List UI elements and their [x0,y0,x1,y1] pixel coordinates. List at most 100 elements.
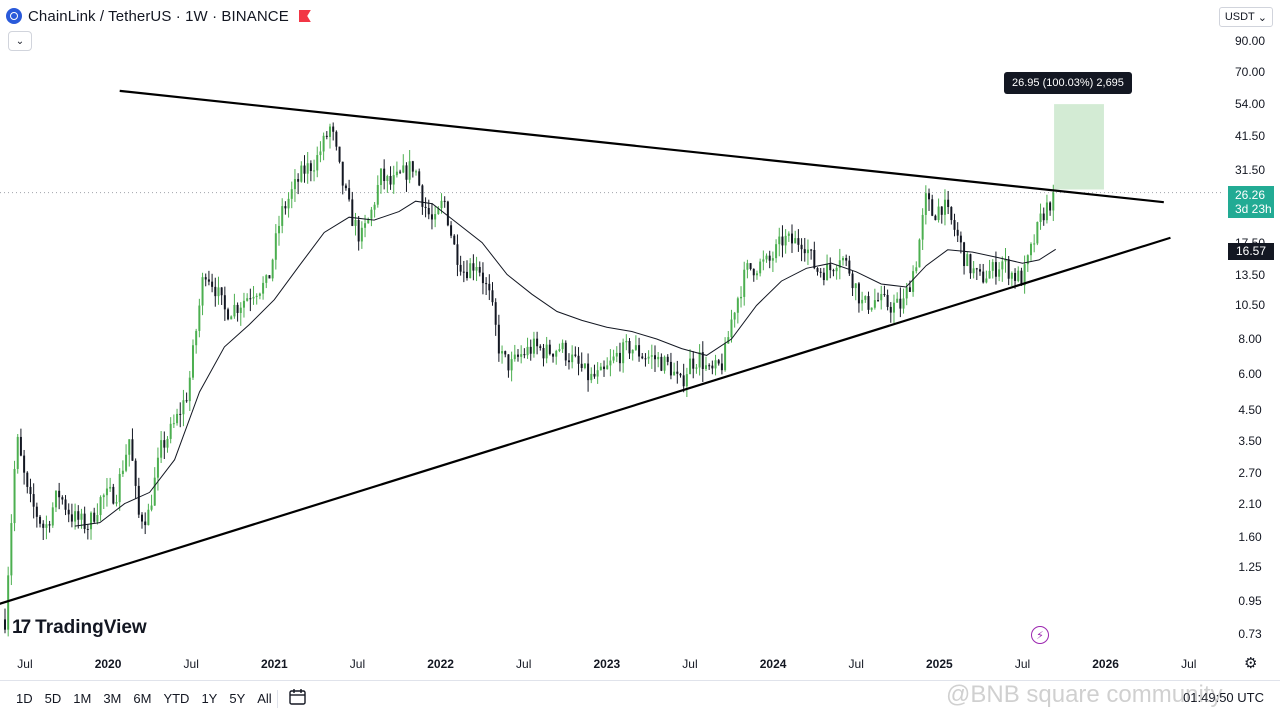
candle-up [861,299,864,304]
candle-down [485,283,488,285]
last-price-badge: 26.26 3d 23h [1228,186,1274,218]
candle-down [131,439,134,461]
candle-down [845,258,848,261]
candle-up [316,155,319,171]
time-axis-label: 2021 [260,657,288,671]
candle-up [176,413,179,424]
candle-down [430,214,433,220]
candle-up [583,363,586,369]
candle-down [749,263,752,269]
tradingview-logo[interactable]: 17 TradingView [12,617,147,639]
candle-up [281,206,284,226]
candle-up [376,184,379,205]
currency-select[interactable]: USDT ⌄ [1218,7,1273,27]
candle-up [300,165,303,182]
trendline-lower [0,236,1171,605]
time-axis-label: Jul [516,657,532,671]
candle-down [39,516,42,524]
candle-up [685,374,688,387]
candle-up [153,477,156,506]
utc-clock[interactable]: 01:49:50 UTC [1183,690,1264,705]
candle-up [771,258,774,261]
candle-down [816,268,819,272]
range-button-1y[interactable]: 1Y [201,691,218,706]
watermark: @BNB square community [946,681,1223,708]
flag-icon[interactable] [298,10,311,22]
candle-down [959,235,962,243]
candle-down [934,215,937,221]
candle-down [134,460,137,486]
range-button-1d[interactable]: 1D [16,691,33,706]
candle-up [469,263,472,279]
range-button-5y[interactable]: 5Y [229,691,246,706]
candle-down [284,206,287,209]
candle-up [125,454,128,471]
time-axis-label: Jul [848,657,864,671]
candles-layer [3,122,1055,637]
candle-up [319,151,322,156]
candle-up [609,360,612,366]
gear-icon[interactable]: ⚙ [1244,655,1258,672]
range-button-5d[interactable]: 5D [44,691,62,706]
collapse-legend-button[interactable]: ⌄ [8,31,32,51]
candle-down [717,360,720,364]
candle-down [587,363,590,381]
candle-up [864,296,867,300]
candle-down [383,168,386,181]
candle-down [832,270,835,272]
candle-down [227,309,230,320]
range-button-6m[interactable]: 6M [133,691,152,706]
candle-up [182,400,185,415]
candle-up [647,356,650,359]
candle-up [724,343,727,371]
candle-down [644,358,647,360]
candle-down [424,206,427,208]
candle-down [940,206,943,215]
lightning-icon[interactable]: ⚡ [1031,626,1049,644]
symbol-header[interactable]: ChainLink / TetherUS · 1W · BINANCE [6,5,311,27]
moving-average-badge: 16.57 [1228,243,1274,260]
calendar-icon[interactable] [288,687,308,707]
candle-up [242,300,245,308]
candle-down [669,361,672,376]
candle-down [768,255,771,261]
candle-down [207,279,210,282]
candle-down [679,373,682,376]
candle-up [966,254,969,267]
candle-down [48,524,51,526]
price-axis-label: 10.50 [1234,298,1266,313]
candle-up [13,468,16,524]
range-button-ytd[interactable]: YTD [163,691,190,706]
candle-down [889,306,892,313]
candle-down [564,342,567,361]
candle-down [800,244,803,250]
candle-down [791,233,794,244]
candle-down [491,290,494,303]
candle-up [1045,202,1048,221]
candle-up [440,200,443,209]
candle-up [727,337,730,344]
range-button-all[interactable]: All [257,691,272,706]
candle-up [434,214,437,220]
candle-down [638,345,641,357]
price-axis-label: 4.50 [1238,402,1262,417]
candle-up [373,204,376,210]
candle-down [822,272,825,281]
candle-up [386,176,389,181]
candle-up [558,349,561,351]
candle-up [90,512,93,530]
range-button-1m[interactable]: 1M [73,691,92,706]
candle-up [1036,221,1039,244]
range-button-3m[interactable]: 3M [103,691,122,706]
candle-down [711,365,714,369]
symbol-title[interactable]: ChainLink / TetherUS · 1W · BINANCE [28,7,289,25]
candle-up [892,302,895,313]
candle-up [166,438,169,448]
candle-up [806,249,809,254]
candle-down [443,200,446,202]
candle-up [991,262,994,271]
candle-up [841,258,844,261]
candle-up [695,367,698,369]
